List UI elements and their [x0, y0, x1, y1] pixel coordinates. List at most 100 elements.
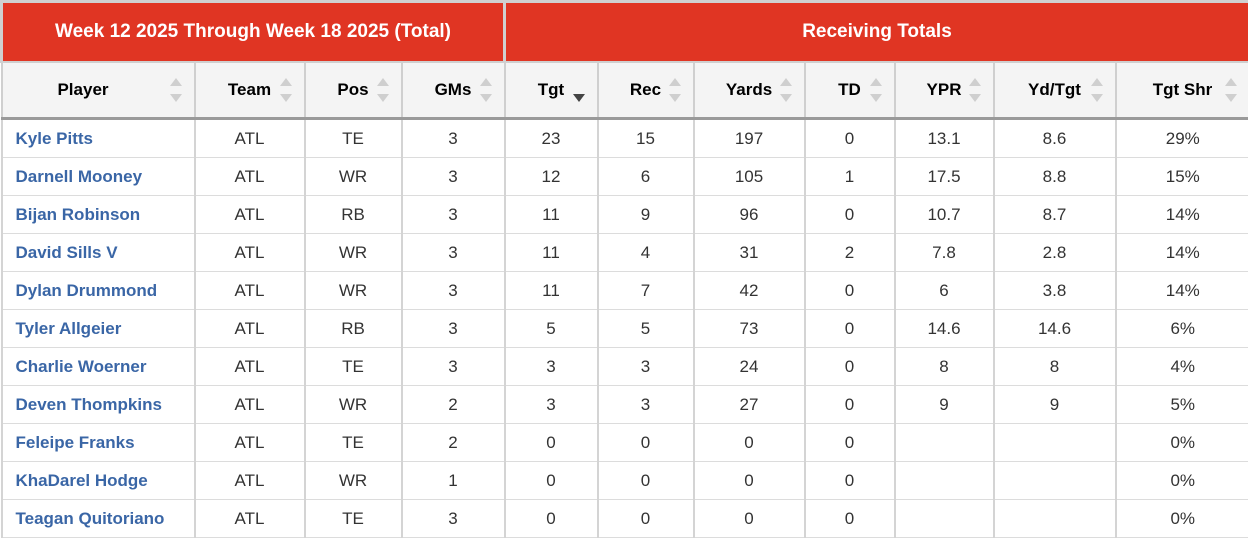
cell-yd-tgt: 2.8: [992, 233, 1116, 272]
cell-gms: 1: [400, 461, 505, 500]
cell-rec: 0: [596, 499, 694, 538]
cell-pos: TE: [303, 347, 402, 386]
column-header-label: Tgt: [537, 80, 565, 99]
cell-team: ATL: [193, 157, 305, 196]
cell-team: ATL: [193, 195, 305, 234]
player-link[interactable]: Tyler Allgeier: [0, 309, 195, 348]
column-header-ypr[interactable]: YPR: [893, 61, 995, 120]
player-link[interactable]: Darnell Mooney: [0, 157, 195, 196]
cell-td: 0: [803, 461, 895, 500]
cell-tgt: 0: [503, 423, 598, 462]
cell-yd-tgt: [992, 499, 1116, 538]
cell-tgt: 3: [503, 347, 598, 386]
column-header-yards[interactable]: Yards: [692, 61, 806, 120]
cell-yd-tgt: 8.7: [992, 195, 1116, 234]
cell-yd-tgt: [992, 461, 1116, 500]
column-header-gms[interactable]: GMs: [400, 61, 506, 120]
sort-arrows-icon[interactable]: [376, 77, 389, 103]
cell-tgt-shr: 14%: [1114, 233, 1248, 272]
cell-pos: RB: [303, 195, 402, 234]
sort-arrows-icon[interactable]: [479, 77, 492, 103]
cell-tgt-shr: 14%: [1114, 195, 1248, 234]
cell-rec: 5: [596, 309, 694, 348]
table-body: Kyle Pitts ATL TE 3 23 15 197 0 13.1 8.6 29% Darnel…: [0, 118, 1248, 538]
sort-arrows-icon[interactable]: [779, 77, 792, 103]
player-link[interactable]: Feleipe Franks: [0, 423, 195, 462]
cell-tgt-shr: 6%: [1114, 309, 1248, 348]
cell-team: ATL: [193, 271, 305, 310]
table-row: Darnell Mooney ATL WR 3 12 6 105 1 17.5 8.8 15%: [0, 157, 1248, 196]
cell-tgt-shr: 4%: [1114, 347, 1248, 386]
cell-gms: 3: [400, 309, 505, 348]
cell-team: ATL: [193, 118, 305, 158]
sort-arrows-icon[interactable]: [169, 77, 182, 103]
cell-tgt: 23: [503, 118, 598, 158]
column-header-rec[interactable]: Rec: [596, 61, 695, 120]
column-header-tgt[interactable]: Tgt: [503, 61, 599, 120]
cell-yards: 0: [692, 423, 805, 462]
player-link[interactable]: David Sills V: [0, 233, 195, 272]
sort-arrows-icon[interactable]: [968, 77, 981, 103]
column-header-tgt-shr[interactable]: Tgt Shr: [1114, 61, 1248, 120]
player-link[interactable]: Charlie Woerner: [0, 347, 195, 386]
cell-pos: TE: [303, 499, 402, 538]
cell-ypr: [893, 499, 994, 538]
table-row: Kyle Pitts ATL TE 3 23 15 197 0 13.1 8.6 29%: [0, 118, 1248, 158]
player-link[interactable]: Deven Thompkins: [0, 385, 195, 424]
cell-pos: WR: [303, 157, 402, 196]
player-link[interactable]: Bijan Robinson: [0, 195, 195, 234]
sort-arrows-icon[interactable]: [279, 77, 292, 103]
column-header-label: Player: [57, 80, 109, 99]
cell-gms: 2: [400, 385, 505, 424]
table-row: Bijan Robinson ATL RB 3 11 9 96 0 10.7 8.7 14%: [0, 195, 1248, 234]
cell-ypr: 8: [893, 347, 994, 386]
table-row: Teagan Quitoriano ATL TE 3 0 0 0 0 0%: [0, 499, 1248, 538]
cell-rec: 0: [596, 423, 694, 462]
cell-team: ATL: [193, 461, 305, 500]
cell-yards: 0: [692, 499, 805, 538]
column-header-label: Yd/Tgt: [1028, 80, 1081, 99]
table-row: Feleipe Franks ATL TE 2 0 0 0 0 0%: [0, 423, 1248, 462]
cell-team: ATL: [193, 347, 305, 386]
column-header-row: Player Team Pos GMs Tgt Rec Yards TD YPR Yd/Tgt Tg…: [0, 61, 1248, 120]
player-link[interactable]: Dylan Drummond: [0, 271, 195, 310]
player-link[interactable]: Kyle Pitts: [0, 118, 195, 158]
table-row: Deven Thompkins ATL WR 2 3 3 27 0 9 9 5%: [0, 385, 1248, 424]
sort-arrows-icon[interactable]: [869, 77, 882, 103]
cell-pos: WR: [303, 233, 402, 272]
column-header-pos[interactable]: Pos: [303, 61, 403, 120]
column-header-label: YPR: [926, 80, 962, 99]
cell-pos: WR: [303, 385, 402, 424]
player-link[interactable]: KhaDarel Hodge: [0, 461, 195, 500]
column-header-team[interactable]: Team: [193, 61, 306, 120]
cell-yards: 27: [692, 385, 805, 424]
table-row: Dylan Drummond ATL WR 3 11 7 42 0 6 3.8 14%: [0, 271, 1248, 310]
cell-rec: 3: [596, 347, 694, 386]
cell-yd-tgt: 9: [992, 385, 1116, 424]
cell-yd-tgt: 8.8: [992, 157, 1116, 196]
cell-tgt-shr: 0%: [1114, 499, 1248, 538]
column-header-label: TD: [838, 80, 861, 99]
cell-yards: 105: [692, 157, 805, 196]
sort-descending-icon[interactable]: [572, 77, 585, 103]
column-header-label: Tgt Shr: [1152, 80, 1213, 99]
column-header-player[interactable]: Player: [0, 61, 196, 120]
cell-yards: 73: [692, 309, 805, 348]
cell-pos: TE: [303, 118, 402, 158]
cell-ypr: 17.5: [893, 157, 994, 196]
cell-pos: WR: [303, 271, 402, 310]
group-header-row: Week 12 2025 Through Week 18 2025 (Total…: [0, 0, 1248, 62]
column-header-td[interactable]: TD: [803, 61, 896, 120]
cell-yards: 96: [692, 195, 805, 234]
sort-arrows-icon[interactable]: [1224, 77, 1237, 103]
table-row: KhaDarel Hodge ATL WR 1 0 0 0 0 0%: [0, 461, 1248, 500]
cell-tgt-shr: 15%: [1114, 157, 1248, 196]
sort-arrows-icon[interactable]: [668, 77, 681, 103]
column-header-yd-tgt[interactable]: Yd/Tgt: [992, 61, 1117, 120]
cell-yd-tgt: 14.6: [992, 309, 1116, 348]
player-link[interactable]: Teagan Quitoriano: [0, 499, 195, 538]
sort-arrows-icon[interactable]: [1090, 77, 1103, 103]
cell-gms: 2: [400, 423, 505, 462]
cell-gms: 3: [400, 157, 505, 196]
cell-tgt-shr: 14%: [1114, 271, 1248, 310]
